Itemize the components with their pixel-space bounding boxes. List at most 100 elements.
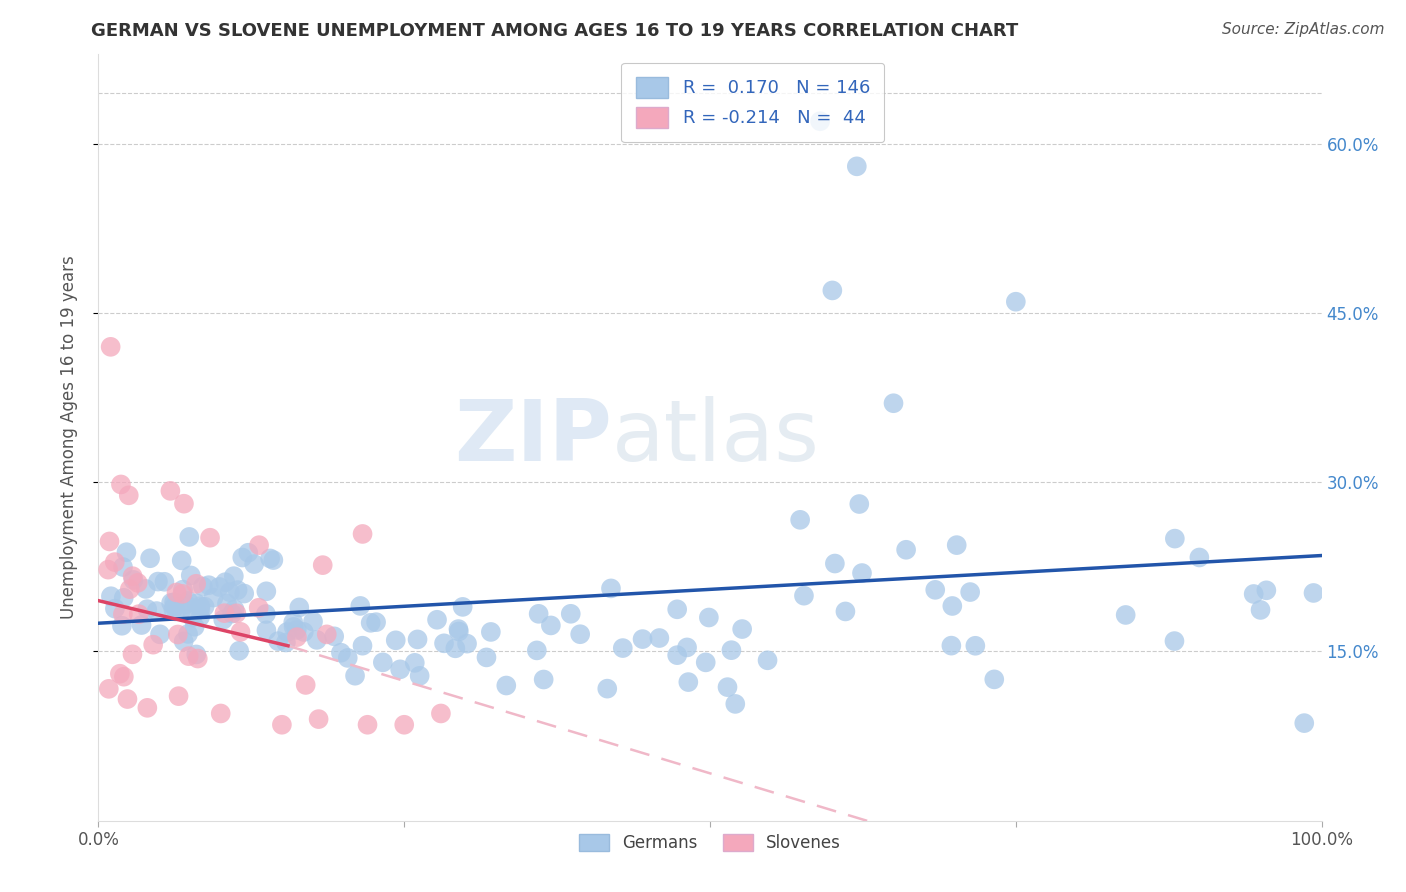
Point — [447, 624, 470, 639]
Point — [724, 697, 747, 711]
Point — [596, 681, 619, 696]
Point — [941, 599, 963, 613]
Point — [214, 575, 236, 590]
Point — [198, 531, 221, 545]
Point — [323, 629, 346, 643]
Point — [426, 613, 449, 627]
Point — [1188, 550, 1211, 565]
Point — [153, 574, 176, 589]
Point — [716, 680, 738, 694]
Point — [142, 638, 165, 652]
Point — [188, 599, 211, 613]
Point — [315, 627, 337, 641]
Point — [111, 619, 134, 633]
Point — [756, 653, 779, 667]
Point — [447, 622, 470, 636]
Point — [118, 488, 141, 502]
Point — [197, 578, 219, 592]
Point — [292, 624, 315, 639]
Point — [1004, 294, 1026, 309]
Point — [215, 597, 238, 611]
Point — [131, 618, 153, 632]
Point — [288, 600, 311, 615]
Text: ZIP: ZIP — [454, 395, 612, 479]
Point — [479, 624, 502, 639]
Point — [259, 551, 281, 566]
Point — [285, 630, 308, 644]
Point — [444, 641, 467, 656]
Point — [344, 669, 367, 683]
Point — [631, 632, 654, 646]
Point — [226, 583, 249, 598]
Point — [676, 640, 699, 655]
Point — [139, 551, 162, 566]
Point — [214, 606, 236, 620]
Point — [924, 582, 946, 597]
Point — [194, 599, 217, 614]
Point — [1164, 532, 1187, 546]
Point — [456, 637, 478, 651]
Point — [221, 607, 243, 621]
Point — [179, 530, 201, 544]
Point — [526, 643, 548, 657]
Point — [145, 604, 167, 618]
Point — [254, 607, 277, 621]
Point — [1163, 634, 1185, 648]
Point — [187, 651, 209, 665]
Point — [170, 553, 193, 567]
Point — [163, 595, 186, 609]
Legend: Germans, Slovenes: Germans, Slovenes — [572, 827, 848, 858]
Point — [98, 534, 121, 549]
Point — [894, 542, 917, 557]
Point — [110, 477, 132, 491]
Point — [159, 483, 181, 498]
Point — [100, 589, 122, 603]
Point — [408, 669, 430, 683]
Point — [371, 656, 394, 670]
Point — [188, 609, 211, 624]
Point — [267, 634, 290, 648]
Point — [170, 603, 193, 617]
Point — [560, 607, 582, 621]
Point — [262, 553, 284, 567]
Point — [166, 585, 188, 599]
Point — [336, 651, 359, 665]
Point — [883, 396, 905, 410]
Point — [231, 550, 253, 565]
Point — [186, 576, 208, 591]
Point — [208, 580, 231, 594]
Point — [283, 620, 305, 634]
Point — [808, 114, 831, 128]
Point — [695, 656, 717, 670]
Point — [845, 159, 868, 173]
Point — [308, 712, 330, 726]
Point — [121, 569, 143, 583]
Point — [329, 646, 352, 660]
Point — [1256, 583, 1278, 598]
Text: GERMAN VS SLOVENE UNEMPLOYMENT AMONG AGES 16 TO 19 YEARS CORRELATION CHART: GERMAN VS SLOVENE UNEMPLOYMENT AMONG AGE… — [91, 22, 1018, 40]
Point — [174, 598, 197, 612]
Point — [222, 569, 245, 583]
Point — [1294, 716, 1316, 731]
Point — [276, 625, 298, 640]
Point — [160, 596, 183, 610]
Point — [218, 585, 240, 599]
Point — [122, 573, 145, 587]
Point — [821, 284, 844, 298]
Point — [392, 717, 416, 731]
Point — [648, 631, 671, 645]
Point — [270, 717, 294, 731]
Point — [247, 538, 270, 552]
Point — [165, 605, 187, 619]
Point — [851, 566, 873, 580]
Y-axis label: Unemployment Among Ages 16 to 19 years: Unemployment Among Ages 16 to 19 years — [59, 255, 77, 619]
Point — [824, 557, 846, 571]
Point — [225, 607, 247, 621]
Point — [352, 639, 374, 653]
Point — [793, 589, 815, 603]
Point — [172, 582, 194, 597]
Point — [451, 599, 474, 614]
Point — [166, 627, 188, 641]
Point — [666, 602, 689, 616]
Point — [360, 615, 382, 630]
